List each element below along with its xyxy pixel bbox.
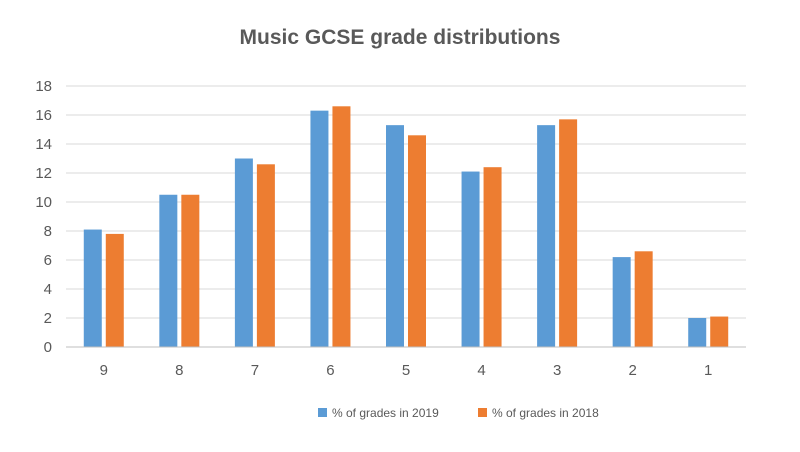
bar-series2-6 xyxy=(332,106,351,347)
y-tick-label: 0 xyxy=(44,339,52,356)
y-tick-label: 8 xyxy=(44,223,52,240)
y-tick-label: 6 xyxy=(44,252,52,269)
x-tick-label: 1 xyxy=(704,362,712,379)
bar-series1-5 xyxy=(386,125,404,348)
x-tick-label: 8 xyxy=(175,362,183,379)
bar-series2-2 xyxy=(634,251,653,347)
bar-series2-3 xyxy=(559,119,578,347)
x-tick-label: 2 xyxy=(628,362,636,379)
y-tick-label: 12 xyxy=(35,165,52,182)
legend-label-2: % of grades in 2018 xyxy=(492,406,599,420)
bar-series1-1 xyxy=(688,318,707,347)
bar-series2-1 xyxy=(710,316,729,347)
bar-series1-9 xyxy=(83,229,102,347)
bar-series1-4 xyxy=(461,171,480,347)
y-tick-label: 4 xyxy=(44,281,52,298)
bar-series1-7 xyxy=(234,158,253,347)
bar-series1-3 xyxy=(537,125,556,348)
gridlines xyxy=(66,85,746,319)
y-tick-label: 16 xyxy=(35,107,52,124)
x-tick-label: 4 xyxy=(477,362,485,379)
bar-series2-9 xyxy=(105,233,124,347)
legend-swatch-1 xyxy=(318,408,327,417)
bars xyxy=(83,106,729,348)
bar-series2-5 xyxy=(408,135,426,347)
legend-swatch-2 xyxy=(478,408,487,417)
x-tick-label: 3 xyxy=(553,362,561,379)
axes: 0 2 4 6 8 10 12 14 16 18 9 8 7 6 5 4 3 2 1 xyxy=(35,78,746,379)
bar-series1-2 xyxy=(612,257,631,347)
y-tick-label: 2 xyxy=(44,310,52,327)
y-tick-label: 14 xyxy=(35,136,52,153)
chart-title: Music GCSE grade distributions xyxy=(239,26,561,49)
bar-series2-7 xyxy=(256,164,275,347)
x-tick-label: 7 xyxy=(251,362,259,379)
legend: % of grades in 2019 % of grades in 2018 xyxy=(318,406,599,420)
bar-series2-8 xyxy=(181,194,200,347)
y-tick-label: 18 xyxy=(35,78,52,95)
x-tick-label: 5 xyxy=(402,362,410,379)
legend-label-1: % of grades in 2019 xyxy=(332,406,439,420)
bar-series2-4 xyxy=(483,167,502,347)
bar-series1-6 xyxy=(310,110,329,348)
x-tick-label: 6 xyxy=(326,362,334,379)
y-tick-label: 10 xyxy=(35,194,52,211)
x-tick-label: 9 xyxy=(100,362,108,379)
bar-series1-8 xyxy=(159,194,178,347)
